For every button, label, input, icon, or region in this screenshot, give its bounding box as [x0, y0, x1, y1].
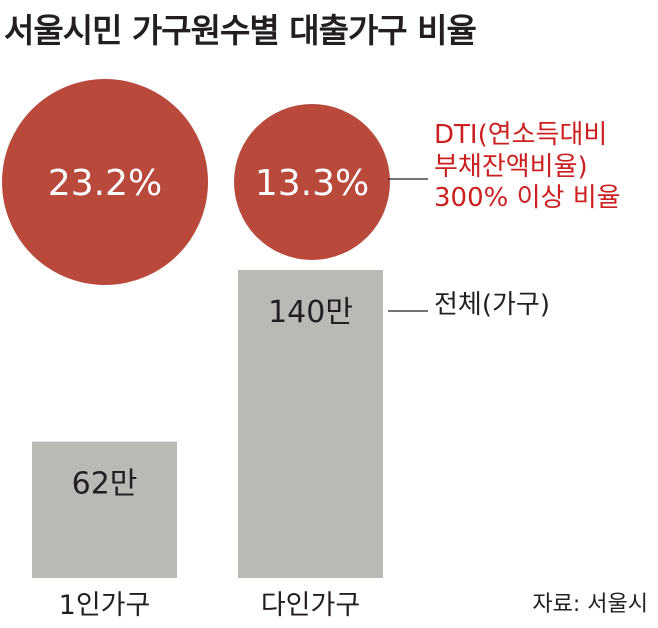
category-label-2: 다인가구 [261, 590, 360, 621]
circle-value-label-2: 13.3% [255, 163, 369, 204]
legend-circle-line-3: 300% 이상 비율 [434, 183, 621, 214]
legend-circle-line-1: DTI(연소득대비 [434, 120, 608, 150]
bar-1 [32, 441, 177, 578]
bar-value-label-1: 62만 [72, 467, 138, 502]
bar-2 [238, 270, 383, 578]
circle-2 [234, 104, 390, 260]
circle-1 [2, 79, 208, 285]
legend-bar-label: 전체(가구) [434, 290, 550, 320]
category-label-1: 1인가구 [59, 590, 151, 621]
circle-value-label-1: 23.2% [48, 163, 162, 204]
legend-circle-line-2: 부채잔액비율) [434, 151, 588, 182]
legend-circle-label: DTI(연소득대비 부채잔액비율) 300% 이상 비율 [434, 120, 621, 215]
source-note: 자료: 서울시 [532, 592, 648, 617]
bar-value-label-2: 140만 [268, 295, 353, 330]
chart-title: 서울시민 가구원수별 대출가구 비율 [4, 11, 477, 50]
